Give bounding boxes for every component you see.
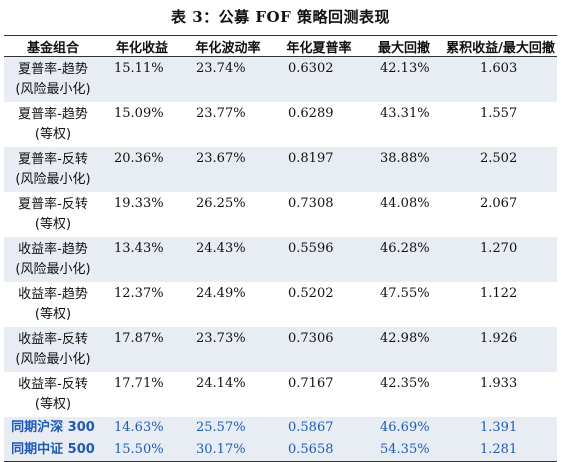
return-drawdown-cell: 1.281 (444, 439, 557, 462)
portfolio-name: 夏普率-趋势 (风险最小化) (4, 56, 102, 102)
max-drawdown-cell: 38.88% (364, 147, 444, 192)
annual-volatility-cell: 24.14% (196, 376, 246, 391)
backtest-table: 基金组合 年化收益 年化波动率 年化夏普率 最大回撤 累积收益/最大回撤 夏普率… (4, 35, 557, 462)
benchmark-name: 同期沪深 300 (4, 417, 102, 439)
sharpe-ratio-cell: 0.7306 (274, 327, 364, 372)
annual-volatility-cell: 24.49% (196, 286, 246, 301)
annual-return-cell: 19.33% (114, 196, 164, 211)
sharpe-ratio-cell: 0.5658 (274, 439, 364, 462)
portfolio-name: 收益率-趋势 (等权) (18, 286, 88, 322)
benchmark-row: 同期中证 500 15.50% 30.17% 0.5658 54.35% 1.2… (4, 439, 557, 462)
max-drawdown-cell: 44.08% (380, 196, 430, 211)
portfolio-name: 夏普率-反转 (风险最小化) (4, 147, 102, 192)
sharpe-ratio-cell: 0.5867 (274, 417, 364, 439)
header-max-drawdown: 最大回撤 (377, 40, 430, 56)
header-sharpe-ratio: 年化夏普率 (286, 40, 352, 56)
table-row: 夏普率-反转 (风险最小化) 20.36% 23.67% 0.8197 38.88… (4, 147, 557, 192)
header-annual-return: 年化收益 (115, 40, 168, 56)
annual-return-cell: 12.37% (114, 286, 164, 301)
sharpe-ratio-cell: 0.6302 (274, 56, 364, 102)
return-drawdown-cell: 1.933 (480, 376, 518, 391)
table-row: 收益率-反转 (风险最小化) 17.87% 23.73% 0.7306 42.98… (4, 327, 557, 372)
annual-volatility-cell: 24.43% (182, 237, 274, 282)
table-row: 夏普率-趋势 (风险最小化) 15.11% 23.74% 0.6302 42.13… (4, 56, 557, 102)
table-row: 收益率-反转 (等权) 17.71% 24.14% 0.7167 42.35% 1… (4, 372, 557, 417)
max-drawdown-cell: 46.69% (364, 417, 444, 439)
benchmark-row: 同期沪深 300 14.63% 25.57% 0.5867 46.69% 1.3… (4, 417, 557, 439)
annual-volatility-cell: 30.17% (182, 439, 274, 462)
sharpe-ratio-cell: 0.5202 (288, 286, 334, 301)
table-caption: 表 3：公募 FOF 策略回测表现 (171, 8, 390, 26)
annual-return-cell: 17.87% (102, 327, 182, 372)
annual-return-cell: 14.63% (102, 417, 182, 439)
return-drawdown-cell: 1.926 (444, 327, 557, 372)
return-drawdown-cell: 1.603 (444, 56, 557, 102)
annual-volatility-cell: 26.25% (196, 196, 246, 211)
annual-return-cell: 15.11% (102, 56, 182, 102)
sharpe-ratio-cell: 0.7308 (288, 196, 334, 211)
header-return-drawdown-ratio: 累积收益/最大回撤 (446, 40, 555, 56)
return-drawdown-cell: 1.557 (480, 106, 518, 121)
max-drawdown-cell: 42.35% (380, 376, 430, 391)
annual-volatility-cell: 23.67% (182, 147, 274, 192)
annual-volatility-cell: 23.74% (182, 56, 274, 102)
header-portfolio: 基金组合 (26, 40, 79, 56)
annual-volatility-cell: 25.57% (182, 417, 274, 439)
annual-volatility-cell: 23.77% (196, 106, 246, 121)
max-drawdown-cell: 42.13% (364, 56, 444, 102)
sharpe-ratio-cell: 0.8197 (274, 147, 364, 192)
portfolio-name: 收益率-趋势 (风险最小化) (4, 237, 102, 282)
return-drawdown-cell: 2.502 (444, 147, 557, 192)
return-drawdown-cell: 1.122 (480, 286, 518, 301)
annual-return-cell: 15.09% (114, 106, 164, 121)
table-row: 夏普率-趋势 (等权) 15.09% 23.77% 0.6289 43.31% 1… (4, 102, 557, 147)
max-drawdown-cell: 42.98% (364, 327, 444, 372)
table-row: 收益率-趋势 (风险最小化) 13.43% 24.43% 0.5596 46.28… (4, 237, 557, 282)
sharpe-ratio-cell: 0.5596 (274, 237, 364, 282)
header-row: 基金组合 年化收益 年化波动率 年化夏普率 最大回撤 累积收益/最大回撤 (4, 35, 557, 57)
max-drawdown-cell: 43.31% (380, 106, 430, 121)
return-drawdown-cell: 2.067 (480, 196, 518, 211)
sharpe-ratio-cell: 0.7167 (288, 376, 334, 391)
annual-return-cell: 15.50% (102, 439, 182, 462)
portfolio-name: 夏普率-趋势 (等权) (18, 106, 88, 142)
annual-volatility-cell: 23.73% (182, 327, 274, 372)
max-drawdown-cell: 54.35% (364, 439, 444, 462)
table-row: 夏普率-反转 (等权) 19.33% 26.25% 0.7308 44.08% 2… (4, 192, 557, 237)
benchmark-name: 同期中证 500 (4, 439, 102, 462)
annual-return-cell: 13.43% (102, 237, 182, 282)
portfolio-name: 收益率-反转 (风险最小化) (4, 327, 102, 372)
return-drawdown-cell: 1.270 (444, 237, 557, 282)
return-drawdown-cell: 1.391 (444, 417, 557, 439)
annual-return-cell: 20.36% (102, 147, 182, 192)
portfolio-name: 收益率-反转 (等权) (18, 376, 88, 412)
max-drawdown-cell: 46.28% (364, 237, 444, 282)
header-annual-volatility: 年化波动率 (195, 40, 261, 56)
annual-return-cell: 17.71% (114, 376, 164, 391)
table-row: 收益率-趋势 (等权) 12.37% 24.49% 0.5202 47.55% 1… (4, 282, 557, 327)
max-drawdown-cell: 47.55% (380, 286, 430, 301)
sharpe-ratio-cell: 0.6289 (288, 106, 334, 121)
portfolio-name: 夏普率-反转 (等权) (18, 196, 88, 232)
